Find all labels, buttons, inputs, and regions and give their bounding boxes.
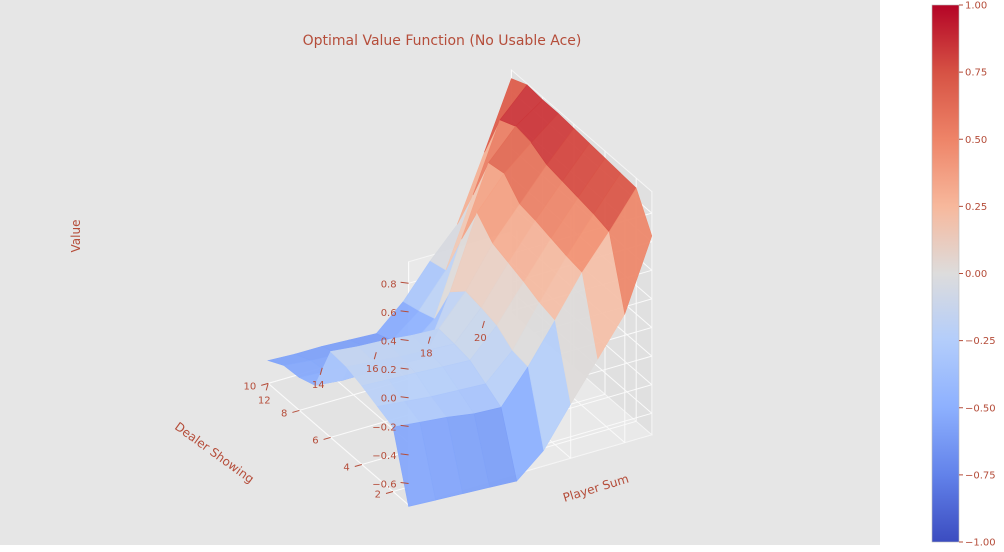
colorbar-tick-label: −0.25 [965, 336, 996, 347]
z-tick-label: 0.0 [381, 394, 397, 405]
y-tick-label: 4 [343, 463, 349, 474]
x-tick-mark [265, 383, 269, 391]
colorbar-tick-label: 0.75 [965, 68, 987, 79]
colorbar-tick-label: 1.00 [965, 1, 987, 12]
z-tick-label: −0.4 [372, 451, 396, 462]
x-tick-label: 12 [258, 395, 271, 406]
y-tick-label: 8 [281, 408, 287, 419]
x-tick-mark [481, 320, 485, 329]
z-tick-mark [400, 367, 409, 370]
z-axis-label: Value [69, 220, 83, 253]
axis-labels: 12 14 16 18 20 2 4 6 8 10 −0.6 −0.4 −0.2 0.0 0.2 0.4 0.6… [243, 279, 486, 500]
colorbar-ticks: 1.00 0.75 0.50 0.25 0.00 −0.25 −0.50 −0.75 −1.00 [959, 1, 996, 549]
y-axis-label: Dealer Showing [172, 419, 257, 486]
x-tick-mark [319, 367, 323, 375]
z-tick-mark [400, 396, 409, 399]
x-axis-label: Player Sum [561, 472, 630, 505]
x-tick-label: 18 [420, 349, 433, 360]
grid-line [267, 383, 409, 506]
y-tick-mark [292, 409, 300, 413]
z-tick-mark [400, 424, 409, 427]
z-tick-label: −0.2 [372, 422, 396, 433]
colorbar-tick-label: −0.75 [965, 470, 996, 481]
colorbar-tick-label: 0.00 [965, 269, 987, 280]
x-tick-mark [373, 352, 377, 360]
z-tick-label: 0.8 [381, 279, 397, 290]
y-tick-label: 10 [243, 381, 256, 392]
z-tick-mark [400, 338, 409, 341]
x-tick-mark [427, 336, 431, 344]
colorbar-tick-label: 0.50 [965, 135, 987, 146]
surface [267, 78, 653, 507]
y-tick-mark [323, 436, 331, 440]
y-tick-label: 6 [312, 435, 318, 446]
colorbar-gradient [931, 4, 960, 543]
chart-title: Optimal Value Function (No Usable Ace) [303, 33, 582, 49]
y-tick-label: 2 [375, 490, 381, 501]
y-tick-mark [261, 382, 269, 386]
y-tick-mark [385, 491, 394, 494]
z-tick-label: 0.6 [381, 308, 397, 319]
colorbar-tick-label: 0.25 [965, 202, 987, 213]
z-tick-label: 0.4 [381, 337, 397, 348]
x-tick-label: 16 [366, 364, 379, 375]
surface-patch [608, 187, 653, 315]
z-tick-mark [400, 453, 409, 456]
z-tick-mark [400, 281, 409, 284]
z-tick-mark [400, 482, 409, 485]
z-tick-mark [400, 310, 409, 313]
colorbar-tick-label: −1.00 [965, 538, 996, 549]
surface-patch [392, 421, 436, 507]
colorbar: 1.00 0.75 0.50 0.25 0.00 −0.25 −0.50 −0.75 −1.00 [931, 1, 996, 549]
z-tick-label: 0.2 [381, 365, 397, 376]
z-tick-label: −0.6 [372, 480, 396, 491]
colorbar-tick-label: −0.50 [965, 403, 996, 414]
x-tick-label: 14 [312, 380, 325, 391]
y-tick-mark [354, 463, 362, 467]
x-tick-label: 20 [474, 333, 487, 344]
